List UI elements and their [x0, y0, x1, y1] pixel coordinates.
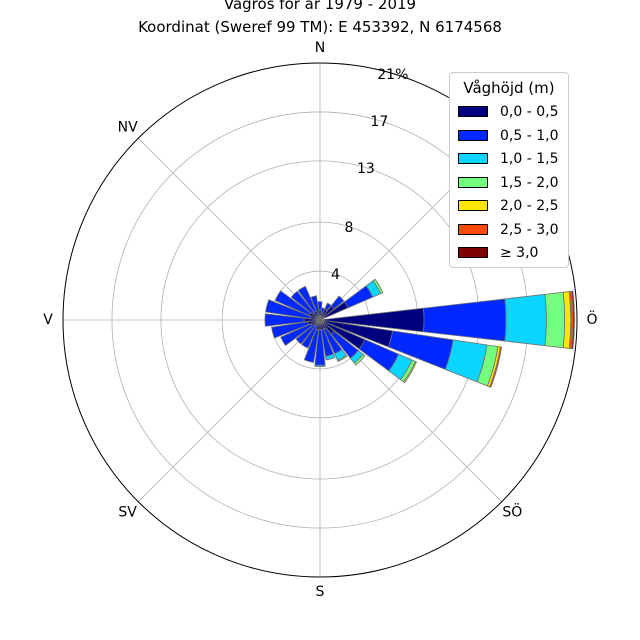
- legend-label: 2,5 - 3,0: [500, 222, 559, 238]
- rose-bar-segment: [317, 301, 323, 311]
- rose-bar-segment: [422, 298, 507, 342]
- rose-bar-segment: [310, 295, 320, 315]
- rose-bars: [264, 278, 575, 388]
- rose-bar-segment: [544, 291, 566, 349]
- rose-bar-segment: [353, 353, 366, 366]
- rose-bar-segment: [504, 293, 547, 347]
- polar-outer-ring: [62, 62, 578, 578]
- rose-bar-segment: [324, 353, 336, 361]
- legend-item-6: ≥ 3,0: [456, 244, 566, 262]
- legend-swatch: [458, 200, 488, 211]
- legend-label: 0,0 - 0,5: [500, 104, 559, 120]
- rose-bar-segment: [290, 290, 315, 315]
- rose-bar-segment: [265, 299, 312, 320]
- grid-spoke: [137, 319, 321, 503]
- legend-title: Våghöjd (m): [463, 79, 555, 97]
- rose-bar-segment: [403, 360, 418, 384]
- legend-swatch: [458, 130, 488, 141]
- legend-label: 0,5 - 1,0: [500, 128, 559, 144]
- rose-bar-segment: [324, 302, 332, 311]
- radial-tick-label: 21%: [377, 67, 408, 83]
- legend-item-0: 0,0 - 0,5: [456, 103, 566, 121]
- legend-label: 1,0 - 1,5: [500, 151, 559, 167]
- rose-bar-segment: [372, 278, 384, 295]
- legend-swatch: [458, 106, 488, 117]
- legend-item-3: 1,5 - 2,0: [456, 174, 566, 192]
- rose-bar-segment: [295, 323, 317, 345]
- direction-label: Ö: [586, 310, 597, 328]
- rose-bar-segment: [489, 346, 503, 388]
- rose-bar-segment: [330, 295, 345, 310]
- legend-label: 2,0 - 2,5: [500, 198, 559, 214]
- legend-swatch: [458, 153, 488, 164]
- legend-label: ≥ 3,0: [500, 245, 539, 261]
- chart-title: Vågros för år 1979 - 2019: [223, 0, 417, 13]
- grid-spoke: [137, 137, 321, 321]
- legend-item-4: 2,0 - 2,5: [456, 197, 566, 215]
- legend-item-5: 2,5 - 3,0: [456, 221, 566, 239]
- direction-label: V: [43, 312, 53, 328]
- radial-tick-label: 17: [370, 114, 388, 130]
- rose-bar-segment: [314, 364, 326, 367]
- rose-bar-segment: [320, 307, 326, 314]
- rose-bar-segment: [280, 323, 313, 347]
- rose-bar-segment: [271, 321, 310, 339]
- rose-bar-segment: [303, 328, 320, 363]
- legend-swatch: [458, 177, 488, 188]
- direction-label: S: [316, 584, 325, 600]
- rose-bar-segment: [337, 354, 348, 363]
- radial-tick-label: 13: [357, 161, 375, 177]
- radial-tick-label: 4: [331, 267, 340, 283]
- chart-subtitle: Koordinat (Sweref 99 TM): E 453392, N 61…: [138, 18, 502, 36]
- legend-swatch: [458, 247, 488, 258]
- direction-label: NV: [118, 120, 138, 136]
- legend-label: 1,5 - 2,0: [500, 175, 559, 191]
- rose-bar-segment: [301, 324, 319, 349]
- legend: Våghöjd (m) 0,0 - 0,5 0,5 - 1,0 1,0 - 1,…: [449, 72, 569, 268]
- rose-bar-segment: [297, 285, 317, 313]
- legend-item-1: 0,5 - 1,0: [456, 127, 566, 145]
- direction-label: SV: [118, 504, 137, 520]
- radial-tick-label: 8: [345, 220, 354, 236]
- legend-item-2: 1,0 - 1,5: [456, 150, 566, 168]
- rose-bar-segment: [264, 313, 305, 327]
- rose-bar-segment: [571, 290, 575, 350]
- direction-label: SÖ: [502, 502, 522, 520]
- rose-bar-segment: [274, 290, 311, 316]
- direction-label: N: [315, 40, 325, 56]
- legend-swatch: [458, 224, 488, 235]
